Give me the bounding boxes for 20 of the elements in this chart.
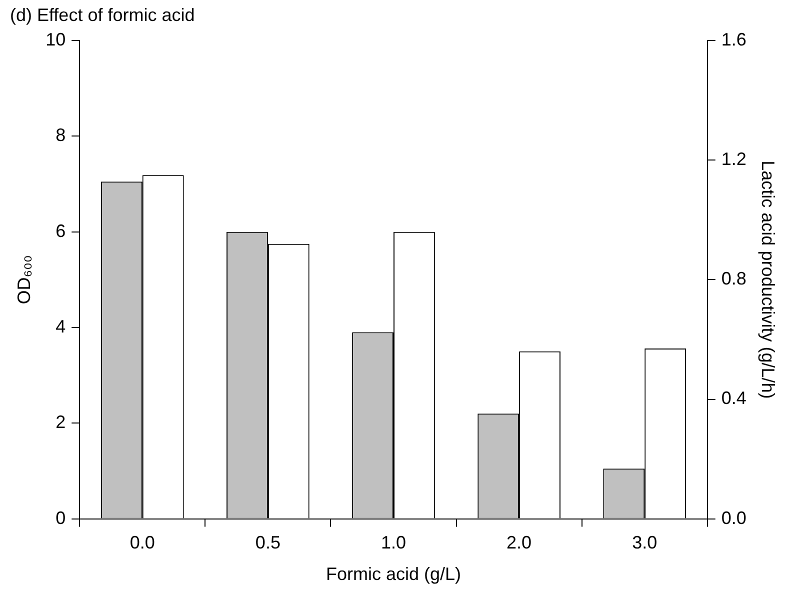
y-axis-title: OD₆₀₀ bbox=[14, 255, 34, 304]
y2-tick-label: 1.6 bbox=[721, 30, 746, 50]
y-tick-label: 4 bbox=[56, 316, 66, 336]
y-tick-label: 2 bbox=[56, 412, 66, 432]
y2-axis-title: Lactic acid productivity (g/L/h) bbox=[758, 160, 778, 399]
x-tick-label: 1.0 bbox=[380, 532, 406, 553]
x-tick-label: 2.0 bbox=[506, 532, 532, 553]
y-tick-label: 6 bbox=[56, 220, 66, 241]
x-axis-title: Formic acid (g/L) bbox=[326, 564, 462, 584]
y-tick-label: 10 bbox=[46, 30, 66, 50]
x-tick-label: 0.0 bbox=[130, 532, 155, 553]
y2-tick-label: 0.4 bbox=[721, 388, 746, 408]
y2-tick-label: 0.8 bbox=[721, 268, 746, 289]
y2-tick-label: 0.0 bbox=[721, 508, 746, 528]
x-tick-label: 0.5 bbox=[255, 532, 280, 553]
x-tick-label: 3.0 bbox=[632, 532, 658, 553]
y-tick-label: 0 bbox=[56, 508, 66, 528]
y-tick-label: 8 bbox=[56, 125, 66, 146]
chart-title: (d) Effect of formic acid bbox=[10, 4, 195, 25]
y2-tick-label: 1.2 bbox=[721, 149, 746, 170]
